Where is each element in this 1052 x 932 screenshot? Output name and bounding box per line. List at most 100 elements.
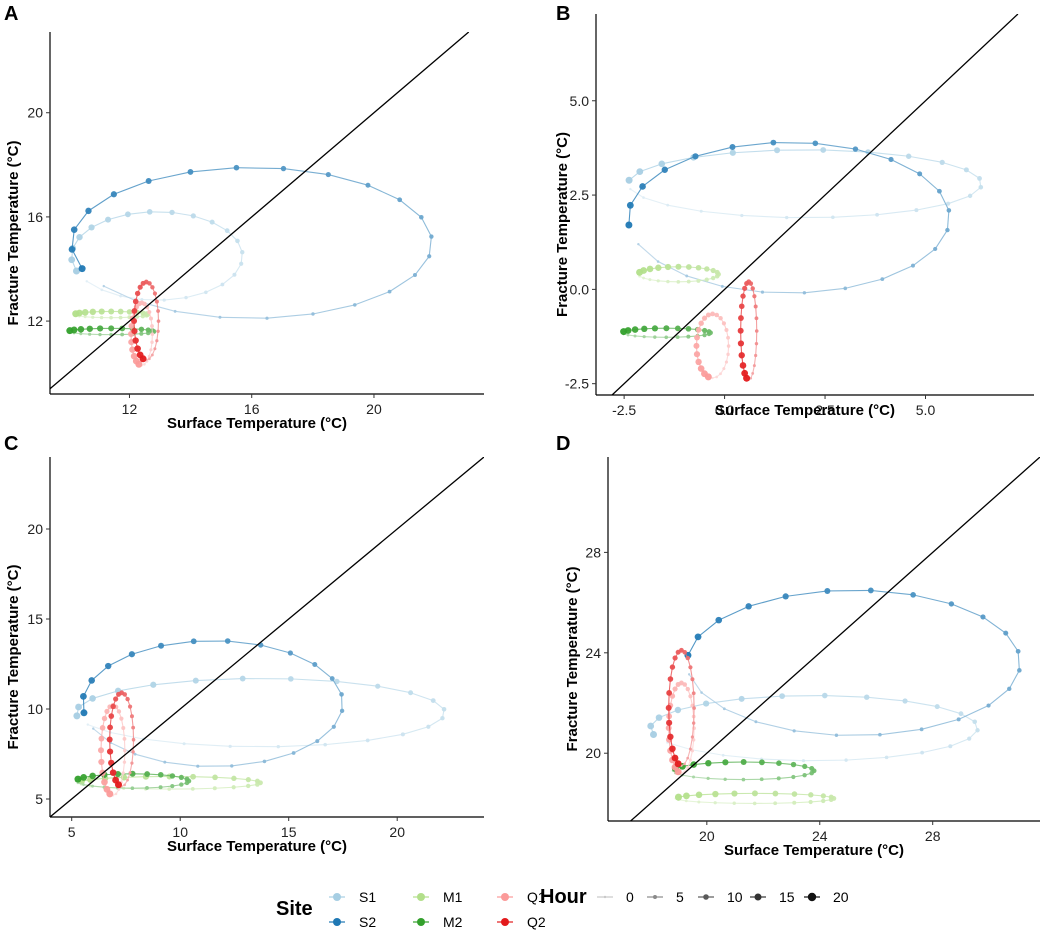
data-point — [140, 298, 144, 302]
series-path-segment — [414, 255, 430, 276]
data-point — [430, 698, 436, 704]
plot-area — [50, 457, 484, 817]
series-path-segment — [921, 718, 959, 730]
data-point — [118, 315, 123, 320]
data-point — [173, 309, 177, 313]
data-point — [695, 791, 703, 799]
data-point — [933, 246, 938, 252]
data-point — [737, 327, 744, 334]
data-point — [674, 793, 682, 801]
y-tick-label: -2.5 — [565, 376, 589, 392]
series-path-segment — [755, 721, 795, 732]
data-point — [131, 725, 136, 730]
data-point — [157, 771, 164, 778]
series-path-segment — [146, 786, 161, 789]
data-point — [726, 344, 731, 348]
series-path-segment — [868, 151, 909, 157]
data-point — [648, 278, 652, 282]
data-point — [740, 213, 744, 218]
series-path-segment — [195, 678, 243, 682]
data-point — [144, 771, 151, 777]
data-point — [129, 714, 134, 719]
series-path-segment — [824, 695, 867, 698]
series-path-segment — [942, 161, 967, 171]
panel-c: C 5 10 15 20 5 10 15 20 Surface Temperature (°C) F… — [4, 433, 484, 855]
legend-site-swatch — [417, 918, 425, 926]
data-point — [688, 758, 692, 762]
data-point — [287, 650, 293, 656]
series-path-segment — [782, 695, 825, 697]
y-tick-label: 16 — [27, 209, 43, 225]
data-point — [685, 326, 692, 332]
panel-d: D 20 24 28 20 24 28 Surface Temperature (°C) Fra… — [556, 433, 1040, 859]
data-point — [148, 357, 151, 361]
data-point — [419, 214, 424, 220]
series-path-segment — [290, 678, 337, 683]
data-point — [934, 704, 940, 710]
data-point — [720, 284, 724, 288]
series-path-segment — [934, 229, 948, 250]
data-point — [945, 227, 950, 233]
data-point — [245, 777, 251, 783]
series-path-segment — [316, 726, 335, 742]
series-path-segment — [698, 801, 716, 804]
data-point — [128, 651, 135, 658]
data-point — [656, 279, 660, 283]
x-tick-label: 5 — [68, 824, 76, 840]
data-point — [808, 792, 814, 798]
data-point — [867, 587, 874, 594]
data-point — [99, 725, 106, 731]
series-path-segment — [367, 733, 403, 741]
series-path-segment — [706, 698, 742, 705]
series-path-segment — [988, 688, 1010, 706]
data-point — [131, 307, 138, 314]
data-point — [117, 308, 124, 315]
panel-letter: A — [4, 3, 18, 25]
series-path-segment — [803, 759, 847, 762]
data-point — [209, 219, 215, 225]
data-point — [753, 304, 758, 309]
data-point — [128, 323, 135, 329]
series-path-segment — [148, 171, 191, 182]
data-point — [239, 675, 246, 682]
series-path-segment — [778, 776, 794, 779]
data-point — [101, 715, 108, 722]
data-point — [121, 725, 126, 730]
data-point — [163, 760, 167, 764]
data-point — [156, 329, 160, 333]
series-path-segment — [231, 760, 265, 767]
series-path-segment — [312, 304, 355, 315]
data-point — [182, 742, 186, 746]
data-point — [967, 736, 972, 741]
data-point — [291, 751, 296, 755]
series-path-segment — [123, 776, 146, 778]
series-path-segment — [107, 653, 133, 667]
data-point — [228, 744, 232, 748]
series-path-segment — [171, 211, 194, 217]
data-point — [802, 291, 807, 295]
series-path-segment — [748, 595, 786, 607]
data-point — [948, 744, 953, 749]
data-point — [650, 730, 658, 738]
x-tick-label: 24 — [812, 828, 828, 844]
data-point — [986, 703, 991, 708]
series-path-segment — [870, 589, 914, 596]
data-point — [85, 280, 88, 283]
data-point — [98, 332, 102, 337]
data-point — [76, 233, 83, 241]
data-point — [714, 269, 720, 275]
data-point — [715, 616, 723, 624]
data-point — [106, 748, 114, 755]
data-point — [92, 727, 95, 730]
x-axis-label: Surface Temperature (°C) — [167, 838, 347, 855]
data-point — [750, 286, 755, 291]
series-path-segment — [794, 801, 811, 804]
data-point — [132, 298, 139, 305]
data-point — [739, 362, 747, 369]
data-point — [108, 308, 115, 315]
series-path-segment — [794, 730, 837, 736]
data-point — [135, 360, 143, 368]
data-point — [133, 752, 137, 756]
data-point — [714, 312, 720, 318]
x-tick-label: 20 — [699, 828, 715, 844]
